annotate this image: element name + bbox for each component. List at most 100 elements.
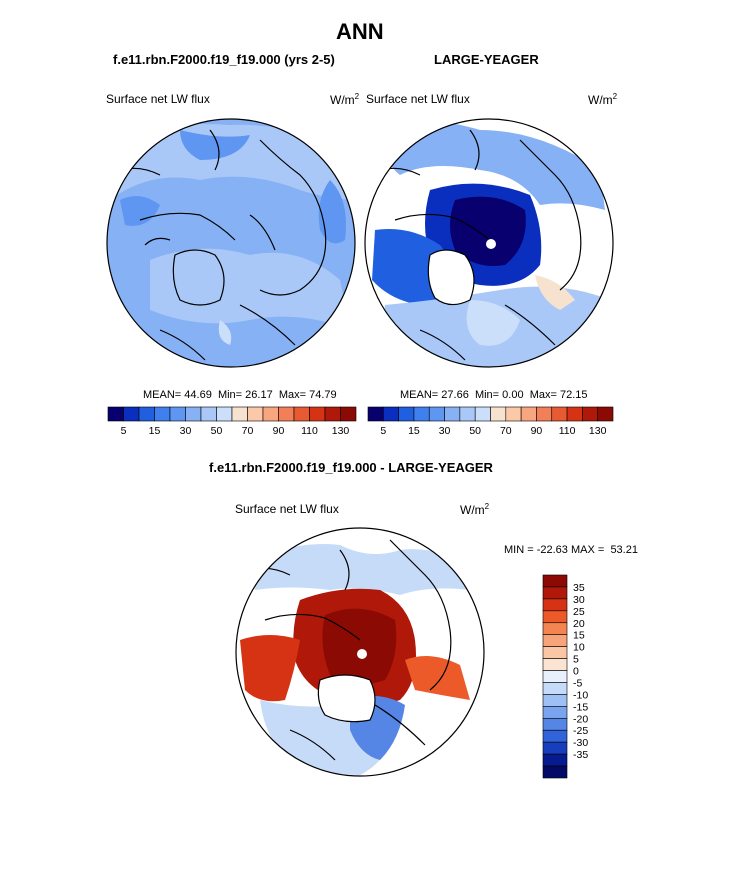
panel1-colorbar-box [216, 406, 233, 422]
panel2-pole-marker [486, 239, 496, 249]
panel3-map-border [235, 527, 485, 777]
panel2-field-patch [450, 196, 526, 266]
panel1-colorbar-box [293, 406, 310, 422]
panel1-field-patch [180, 130, 250, 160]
panel3-colorbar-box [542, 622, 568, 636]
panel2-colorbar-box [428, 406, 445, 422]
panel1-field-patch [110, 124, 355, 200]
panel2-colorbar-box [582, 406, 598, 422]
panel3-colorbar-tick-label: -15 [573, 701, 588, 713]
panel3-colorbar-box [542, 610, 568, 624]
figure-title: ANN [336, 19, 384, 44]
panel3-colorbar-box [542, 646, 568, 659]
panel1-coastlines [119, 129, 327, 361]
panel2-stats: MEAN= 27.66 Min= 0.00 Max= 72.15 [400, 389, 588, 401]
panel3-colorbar-tick-label: 30 [573, 594, 585, 606]
panel2-colorbar: 5 15 30 50 70 90 110 130 [367, 406, 614, 437]
panel3-units-label: W/m2 [460, 502, 490, 517]
panel3-colorbar-box [542, 729, 568, 743]
panel3-map [236, 528, 484, 776]
panel3-colorbar-tick-label: -30 [573, 737, 588, 749]
panel1-colorbar-box [262, 406, 279, 422]
panel3-coastlines [249, 539, 452, 761]
panel1-field-patch [218, 320, 232, 345]
panel1-map-border [106, 118, 356, 368]
panel3-colorbar-box [542, 694, 568, 707]
panel2-colorbar-tick-label: 15 [408, 425, 420, 437]
panel2-colorbar-box [551, 406, 568, 422]
panel1-colorbar-box [278, 406, 295, 422]
panel2-colorbar-box [536, 406, 553, 422]
panel2-field-patch [535, 275, 575, 310]
panel3-field-patch [405, 656, 470, 700]
panel3-colorbar-box [542, 682, 568, 695]
panel2-colorbar-tick-label: 30 [439, 425, 451, 437]
panel2-coastlines [379, 129, 582, 361]
panel3-field-patch [322, 608, 397, 684]
panel3-colorbar-tick-label: -5 [573, 677, 582, 689]
panel1-field-patch [120, 196, 160, 226]
panel2-colorbar-box [413, 406, 430, 422]
panel1-field-patch [318, 180, 346, 244]
case-a-title: f.e11.rbn.F2000.f19_f19.000 (yrs 2-5) [113, 52, 335, 67]
panel3-colorbar-tick-label: -25 [573, 725, 588, 737]
panel1-map [107, 119, 355, 367]
panel1-stats: MEAN= 44.69 Min= 26.17 Max= 74.79 [143, 389, 337, 401]
panel2-field-patch [380, 119, 605, 210]
panel2-colorbar-box [383, 406, 399, 422]
panel3-colorbar-tick-label: 35 [573, 582, 585, 594]
panel3-colorbar-box [542, 658, 568, 671]
panel2-colorbar-tick-label: 90 [531, 425, 543, 437]
panel3-colorbar-box [542, 741, 568, 755]
panel2-colorbar-box [566, 406, 583, 422]
panel2-colorbar-box [597, 406, 614, 422]
panel1-colorbar-box [169, 406, 186, 422]
panel2-greenland-outline [427, 249, 475, 306]
panel1-colorbar-box [107, 406, 124, 422]
panel1-colorbar-box [309, 406, 326, 422]
panel1-colorbar-tick-label: 130 [332, 425, 350, 437]
panel3-colorbar-tick-label: -10 [573, 689, 588, 701]
panel2-colorbar-box [490, 406, 507, 422]
panel3-colorbar-tick-label: 10 [573, 642, 585, 654]
panel3-colorbar-tick-label: -35 [573, 749, 588, 761]
panel2-colorbar-box [444, 406, 461, 422]
panel1-colorbar: 5 15 30 50 70 90 110 130 [107, 406, 357, 437]
panel3-minmax: MIN = -22.63 MAX = 53.21 [504, 544, 638, 556]
panel2-map-border [364, 118, 614, 368]
panel3-colorbar-box [542, 598, 568, 612]
panel1-colorbar-box [123, 406, 140, 422]
panel2-colorbar-box [520, 406, 537, 422]
panel3-field-patch [250, 544, 470, 595]
panel3-field-patch [240, 635, 300, 702]
panel1-colorbar-tick-label: 90 [273, 425, 285, 437]
panel1-colorbar-tick-label: 15 [149, 425, 161, 437]
panel2-colorbar-tick-label: 5 [380, 425, 386, 437]
panel3-greenland-outline [317, 674, 376, 723]
panel1-greenland-outline [172, 249, 225, 306]
panel3-colorbar-box [542, 717, 568, 731]
panel1-colorbar-tick-label: 50 [211, 425, 223, 437]
panel1-colorbar-tick-label: 70 [242, 425, 254, 437]
panel2-colorbar-tick-label: 50 [469, 425, 481, 437]
panel2-colorbar-tick-label: 70 [500, 425, 512, 437]
panel2-colorbar-box [505, 406, 522, 422]
panel1-colorbar-box [340, 406, 357, 422]
panel3-colorbar-box [542, 765, 568, 779]
panel3-colorbar-box [542, 586, 568, 600]
panel2-colorbar-tick-label: 110 [559, 425, 576, 437]
panel3-colorbar-box [542, 574, 568, 588]
panel1-variable-label: Surface net LW flux [106, 92, 210, 106]
panel3-colorbar-box [542, 753, 568, 767]
panel3-colorbar-tick-label: 0 [573, 666, 579, 678]
panel2-colorbar-box [474, 406, 491, 422]
panel1-units-label: W/m2 [330, 92, 360, 107]
panel1-colorbar-tick-label: 30 [180, 425, 192, 437]
panel2-colorbar-box [398, 406, 415, 422]
panel1-colorbar-box [200, 406, 217, 422]
panel1-colorbar-tick-label: 5 [121, 425, 127, 437]
panel3-colorbar-box [542, 706, 568, 719]
panel1-colorbar-box [185, 406, 202, 422]
panel2-map [365, 119, 613, 367]
